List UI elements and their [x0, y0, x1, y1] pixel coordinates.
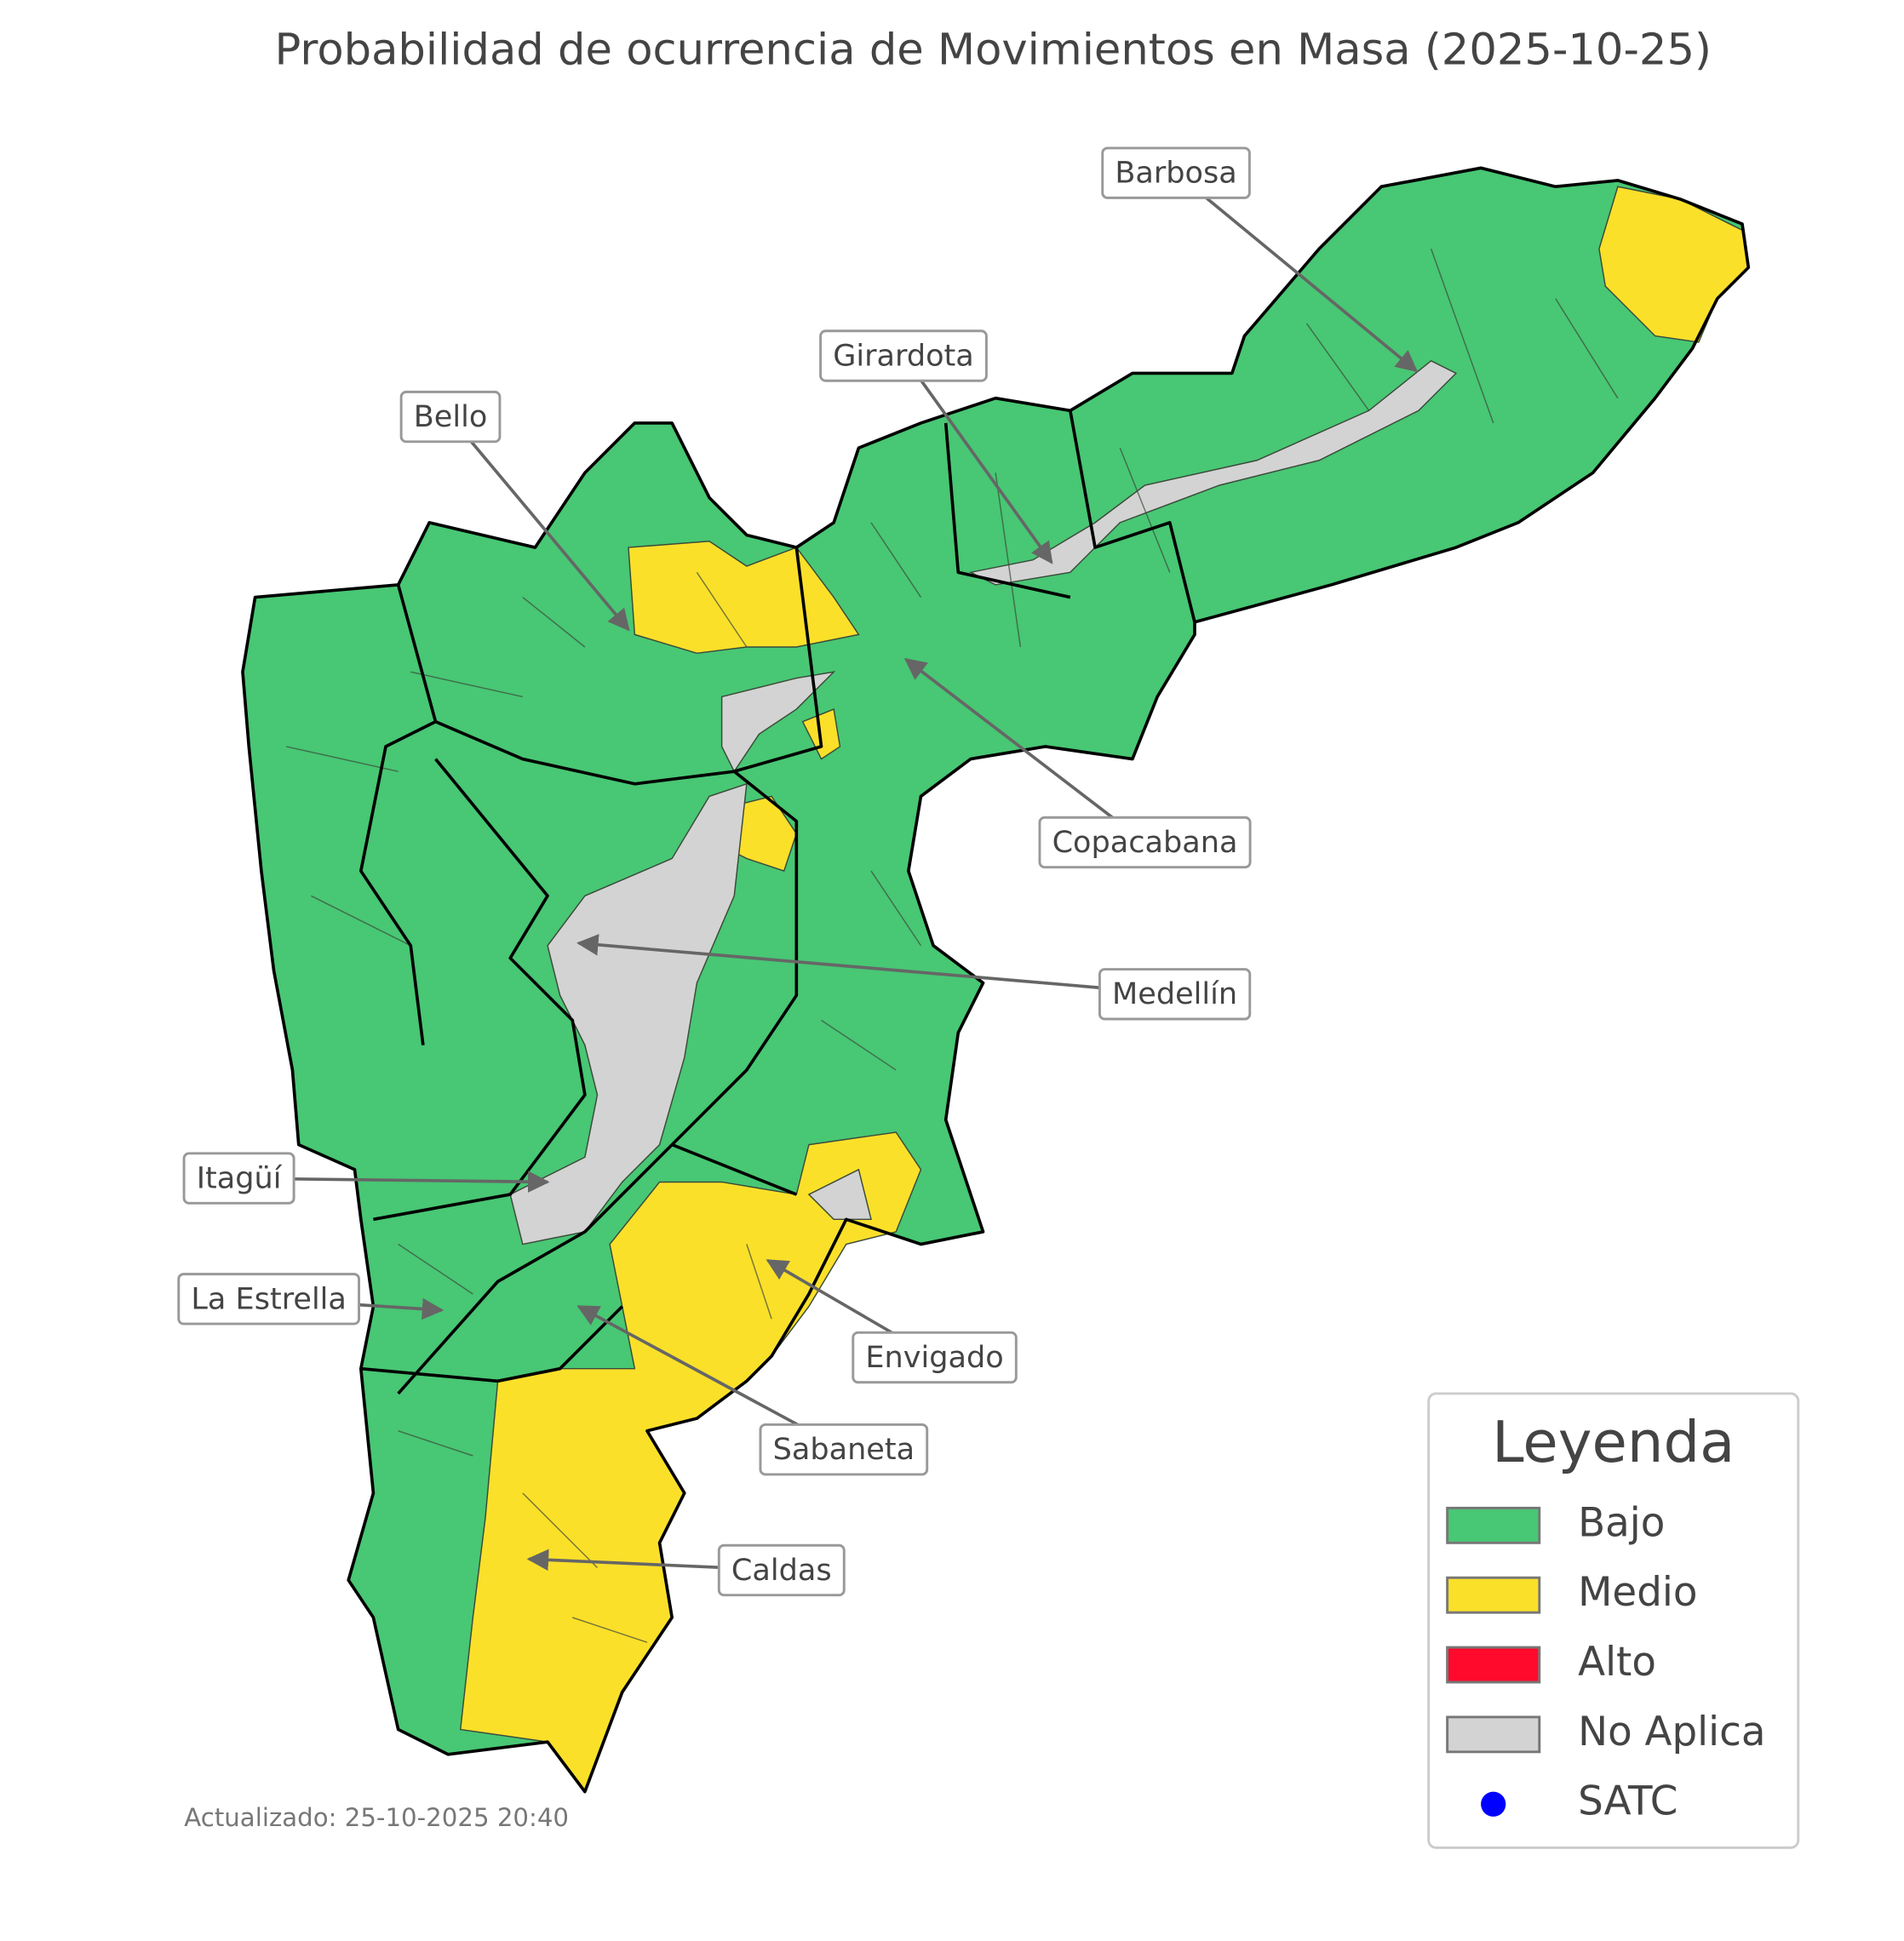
- legend-label: Alto: [1578, 1640, 1656, 1686]
- legend-swatch: [1446, 1506, 1541, 1544]
- footnote: Actualizado: 25-10-2025 20:40: [184, 1803, 569, 1832]
- region-no-aplica: [807, 1168, 872, 1221]
- legend-swatch: [1446, 1646, 1541, 1684]
- annotation-label: Envigado: [865, 1340, 1003, 1375]
- annotation-label: La Estrella: [191, 1281, 347, 1316]
- legend-label: Medio: [1578, 1570, 1697, 1616]
- annotation-arrow: [449, 415, 630, 632]
- annotation-box: [819, 329, 988, 382]
- region-medio: [628, 541, 860, 655]
- annotation-box: [1038, 816, 1252, 869]
- annotation-arrow: [1174, 171, 1419, 373]
- annotation-label: Caldas: [731, 1553, 832, 1588]
- annotation: Copacabana: [903, 658, 1252, 869]
- annotation-box: [177, 1273, 361, 1325]
- annotation: La Estrella: [177, 1273, 444, 1325]
- annotation-box: [717, 1543, 846, 1597]
- annotation-label: Sabaneta: [773, 1432, 915, 1467]
- annotation-label: Bello: [414, 399, 488, 434]
- annotation: Sabaneta: [576, 1305, 929, 1476]
- legend-marker: [1481, 1791, 1506, 1817]
- region-no-aplica: [720, 671, 836, 773]
- legend-label: Bajo: [1578, 1500, 1665, 1546]
- annotation: Caldas: [526, 1543, 846, 1597]
- annotation-arrow: [903, 658, 1146, 844]
- internal-boundaries: [285, 249, 1619, 1643]
- annotation-label: Girardota: [833, 338, 974, 373]
- annotation-label: Barbosa: [1115, 156, 1236, 191]
- annotation: Medellín: [576, 934, 1252, 1021]
- annotation-box: [1098, 968, 1252, 1021]
- legend-swatch: [1446, 1715, 1541, 1754]
- annotation-arrow: [576, 934, 1175, 996]
- chart-title: Probabilidad de ocurrencia de Movimiento…: [274, 25, 1711, 75]
- annotation-box: [399, 390, 502, 444]
- annotation-label: Itagüí: [197, 1161, 283, 1196]
- annotation: Itagüí: [182, 1152, 550, 1205]
- annotation-label: Medellín: [1112, 976, 1237, 1011]
- legend-label: No Aplica: [1578, 1709, 1765, 1755]
- annotation-box: [759, 1423, 929, 1476]
- legend-swatch: [1446, 1576, 1541, 1614]
- region-no-aplica: [509, 782, 748, 1245]
- annotation-box: [1101, 146, 1251, 199]
- annotation-box: [182, 1152, 295, 1205]
- annotation: Envigado: [766, 1258, 1018, 1384]
- annotation-label: Copacabana: [1052, 825, 1238, 860]
- annotation: Girardota: [819, 329, 1053, 564]
- annotation: Bello: [399, 390, 630, 632]
- annotation: Barbosa: [1101, 146, 1419, 373]
- annotation-arrow: [902, 354, 1053, 564]
- annotation-box: [852, 1331, 1018, 1384]
- legend-label: SATC: [1578, 1779, 1677, 1825]
- legend-title: Leyenda: [1492, 1409, 1735, 1475]
